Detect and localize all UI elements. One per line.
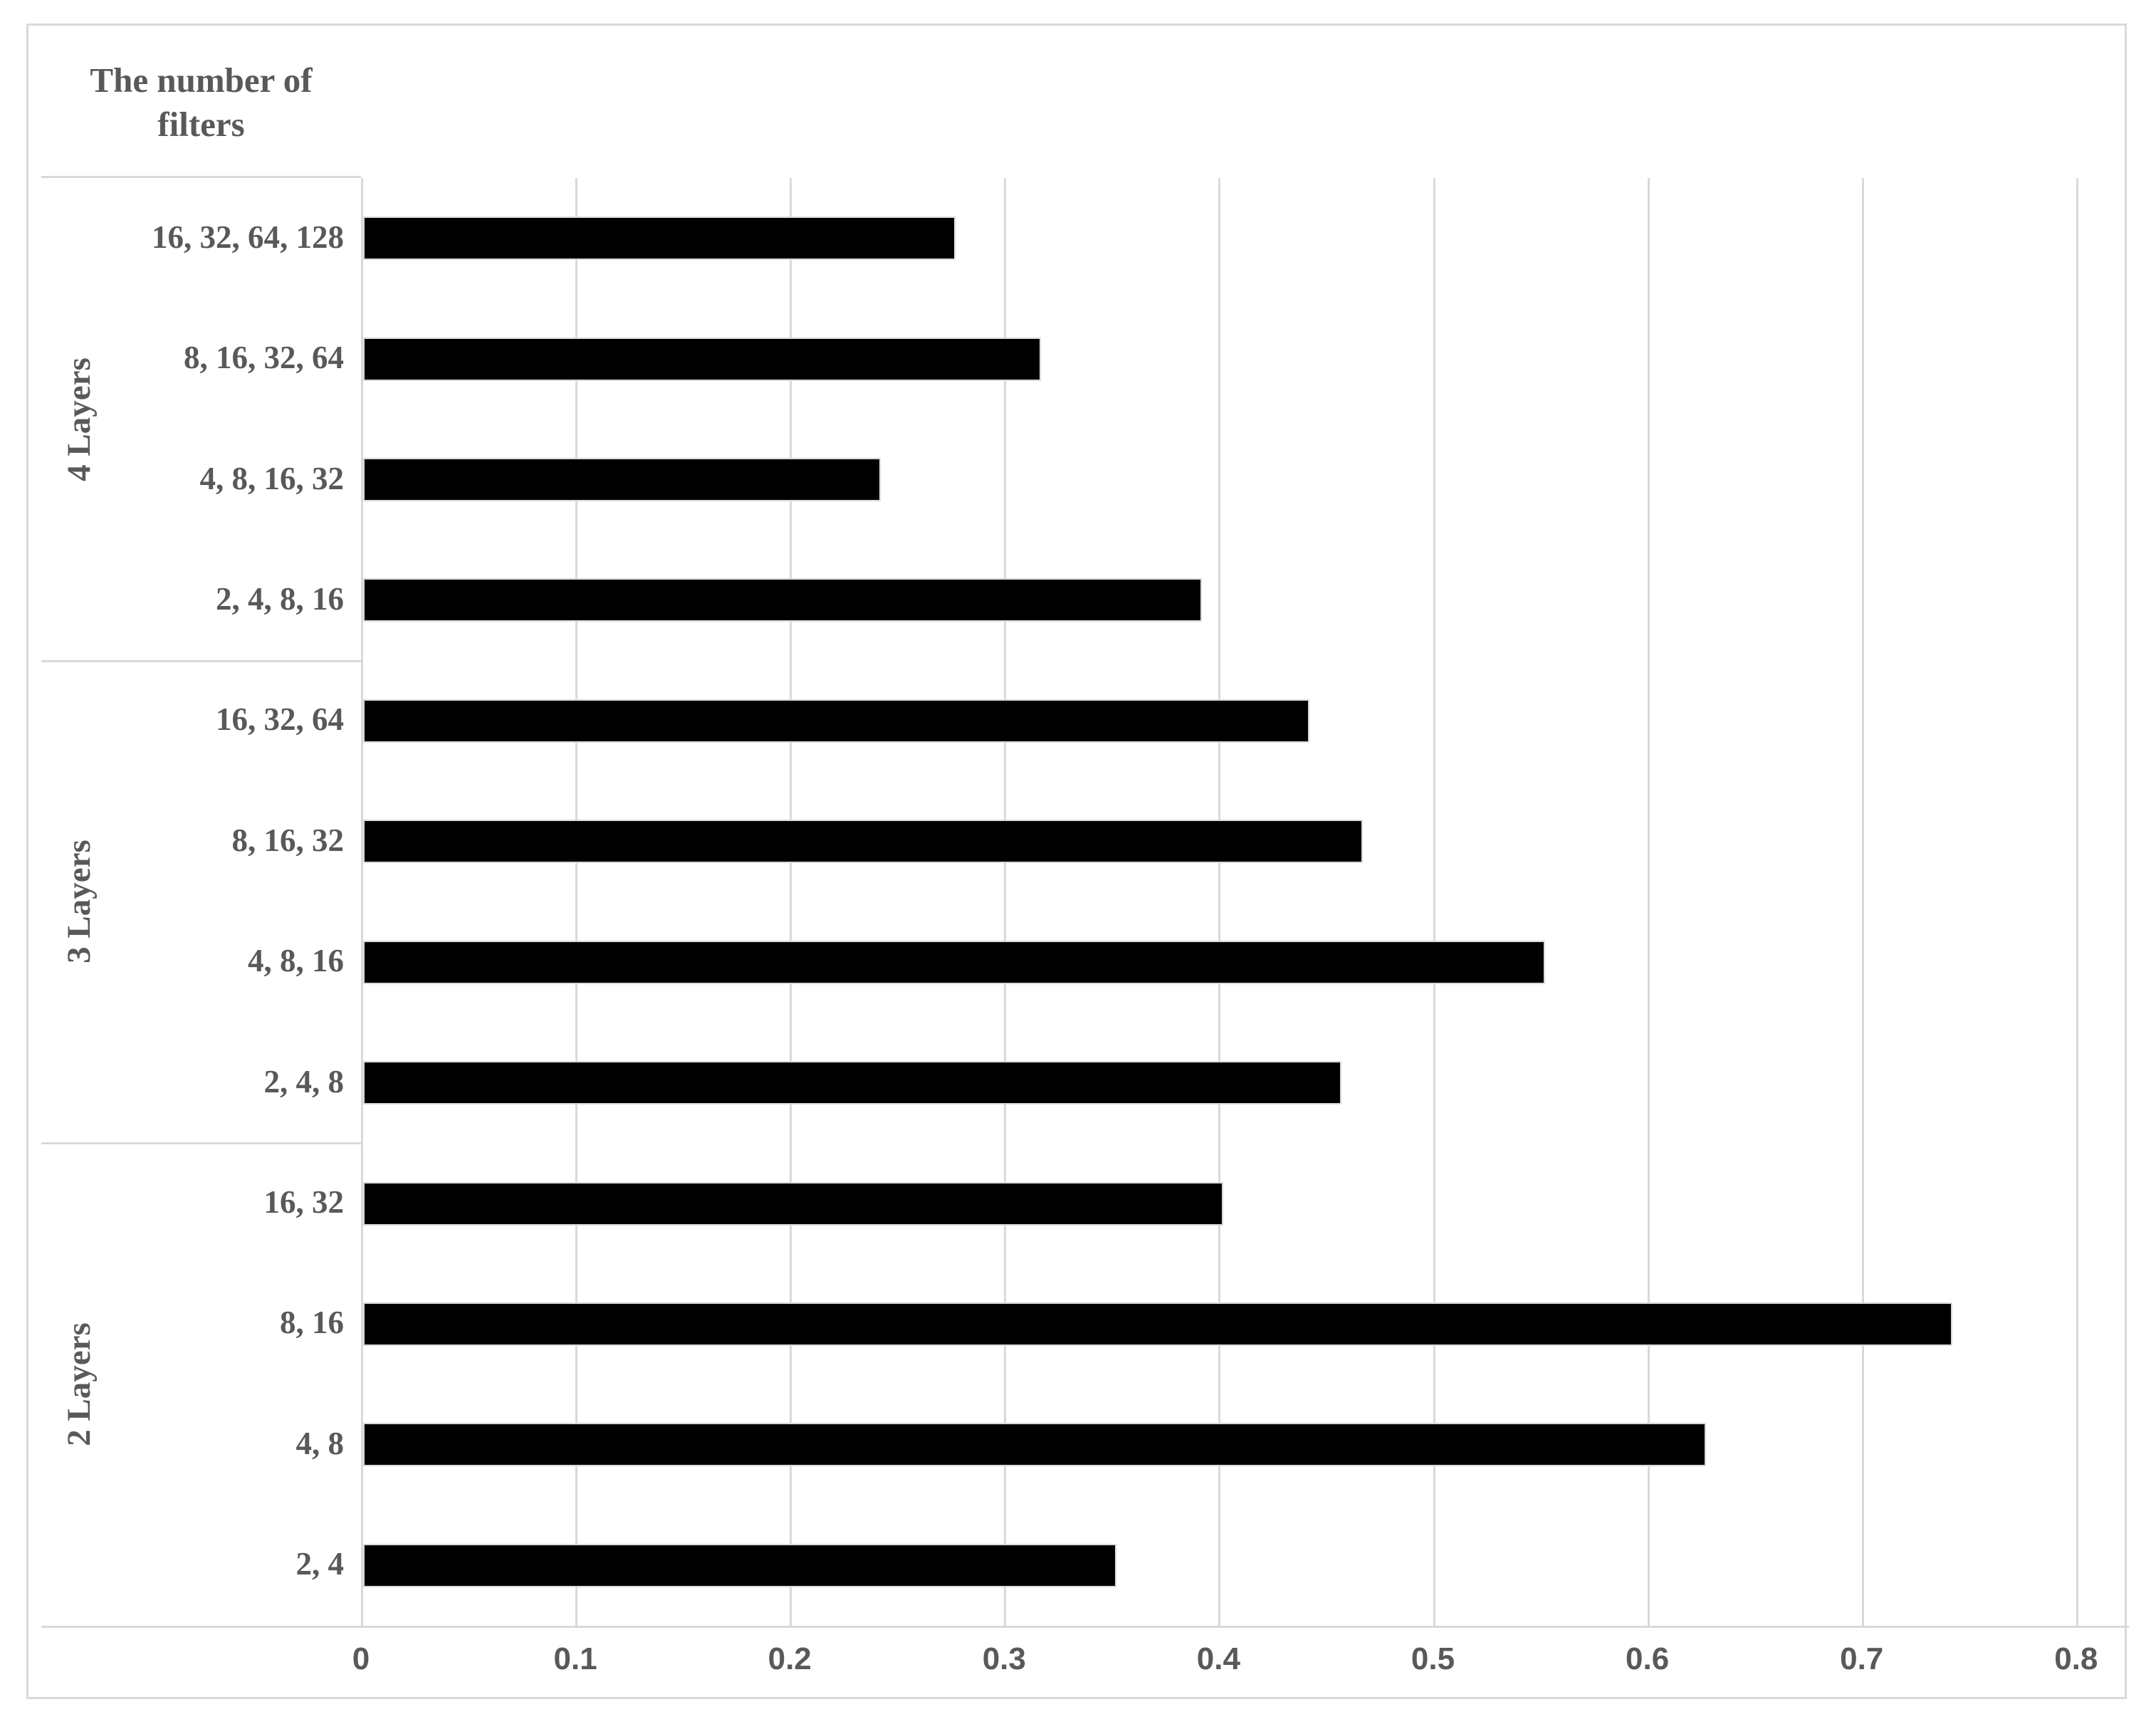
- group-divider: [41, 1142, 361, 1145]
- x-tick-label: 0.4: [1196, 1641, 1240, 1676]
- x-tick-label: 0.7: [1840, 1641, 1884, 1676]
- bar: [363, 1302, 1953, 1346]
- x-tick-label: 0.3: [982, 1641, 1026, 1676]
- bar: [363, 337, 1042, 381]
- axis-header-box: The number of filters: [41, 28, 361, 178]
- gridline: [575, 178, 578, 1626]
- gridline: [1647, 178, 1650, 1626]
- category-label: 8, 16, 32: [231, 822, 345, 858]
- x-tick-label: 0.5: [1411, 1641, 1455, 1676]
- category-label: 8, 16, 32, 64: [184, 340, 344, 376]
- category-label: 4, 8, 16: [248, 943, 344, 979]
- gridline: [1433, 178, 1435, 1626]
- bar: [363, 1423, 1706, 1467]
- x-tick-label: 0.2: [768, 1641, 812, 1676]
- plot-area: [361, 178, 2129, 1626]
- category-label: 4, 8, 16, 32: [199, 460, 345, 496]
- category-label-column: 16, 32, 64, 128 8, 16, 32, 64 4, 8, 16, 32…: [117, 178, 351, 1626]
- x-axis-tick-labels: 0 0.1 0.2 0.3 0.4 0.5 0.6 0.7 0.8: [0, 1641, 2156, 1698]
- gridline: [1004, 178, 1007, 1626]
- category-label: 2, 4: [295, 1546, 345, 1582]
- group-divider: [41, 659, 361, 662]
- bar: [363, 820, 1364, 864]
- x-tick-label: 0.8: [2054, 1641, 2098, 1676]
- gridline: [2076, 178, 2078, 1626]
- category-label: 4, 8: [295, 1425, 345, 1461]
- bar: [363, 699, 1309, 743]
- category-label: 2, 4, 8: [263, 1063, 345, 1099]
- category-label: 2, 4, 8, 16: [216, 580, 344, 617]
- category-label: 16, 32, 64, 128: [152, 219, 344, 255]
- x-axis-line: [41, 1626, 2129, 1628]
- chart-title: The number of filters: [90, 61, 313, 144]
- category-label: 16, 32: [263, 1184, 345, 1221]
- x-tick-label: 0.6: [1626, 1641, 1670, 1676]
- group-label-column: 4 Layers 3 Layers 2 Layers: [41, 178, 117, 1626]
- gridline: [1861, 178, 1864, 1626]
- gridline: [361, 178, 363, 1626]
- bar: [363, 1181, 1224, 1226]
- bar: [363, 216, 956, 261]
- x-tick-label: 0: [352, 1641, 370, 1676]
- bar: [363, 1061, 1341, 1105]
- category-label: 16, 32, 64: [216, 701, 344, 738]
- gridline: [1218, 178, 1221, 1626]
- bar: [363, 458, 881, 502]
- bar: [363, 940, 1546, 984]
- bar: [363, 578, 1203, 622]
- gridline: [790, 178, 792, 1626]
- category-label: 8, 16: [280, 1305, 344, 1341]
- x-tick-label: 0.1: [553, 1641, 597, 1676]
- bar: [363, 1543, 1116, 1587]
